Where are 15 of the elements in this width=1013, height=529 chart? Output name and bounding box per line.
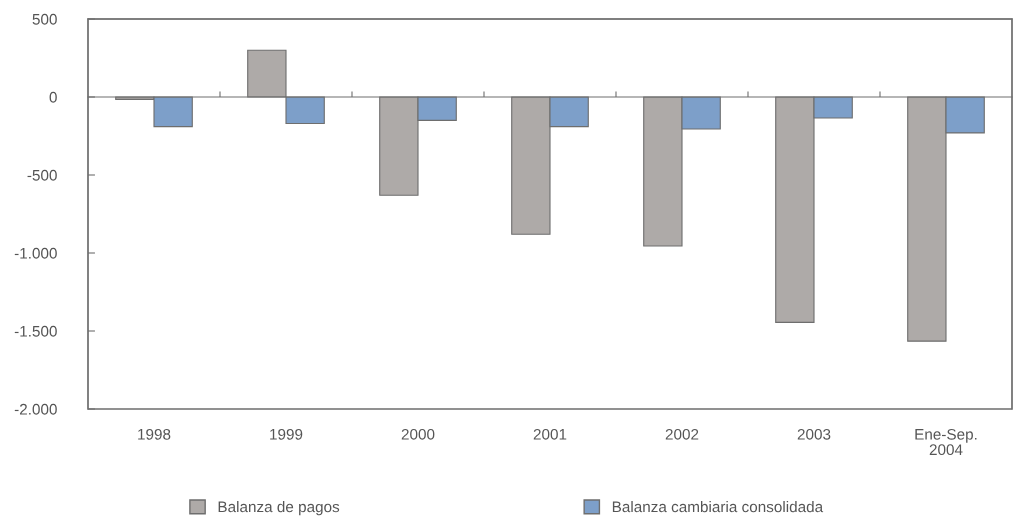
x-tick-label: 1999 xyxy=(270,428,303,440)
legend-label: Balanza cambiaria consolidada xyxy=(612,501,824,513)
y-tick-label: 500 xyxy=(32,13,57,25)
legend-label: Balanza de pagos xyxy=(218,501,340,516)
y-tick-label: -1.000 xyxy=(14,247,57,259)
x-tick-label: 2000 xyxy=(401,428,435,440)
x-tick-label: 2001 xyxy=(533,428,567,440)
x-tick-label: 2002 xyxy=(665,428,699,440)
x-tick-label: Ene-Sep. 2004 xyxy=(915,428,977,456)
y-tick-label: -1.500 xyxy=(14,325,57,337)
y-tick-label: -500 xyxy=(27,169,57,181)
x-tick-label: 2003 xyxy=(797,428,831,440)
y-tick-label: -2.000 xyxy=(14,403,57,415)
x-tick-label: 1998 xyxy=(138,428,171,440)
y-tick-label: 0 xyxy=(49,91,57,103)
